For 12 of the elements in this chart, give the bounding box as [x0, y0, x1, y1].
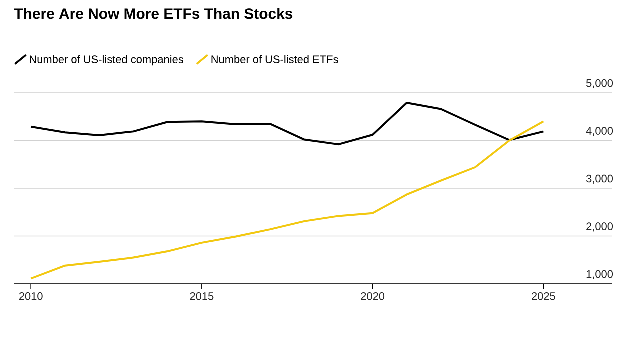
x-tick-label: 2020 [361, 292, 385, 300]
y-tick-label: 3,000 [586, 174, 614, 184]
legend-label: Number of US-listed companies [30, 55, 184, 66]
chart-title: There Are Now More ETFs Than Stocks [14, 8, 293, 20]
x-tick-label: 2025 [532, 292, 556, 300]
y-tick-label: 4,000 [586, 127, 614, 136]
y-tick-label: 5,000 [586, 79, 614, 88]
x-tick-label: 2015 [190, 292, 214, 300]
y-tick-label: 2,000 [586, 222, 614, 232]
legend-label: Number of US-listed ETFs [212, 55, 338, 64]
y-tick-label: 1,000 [586, 270, 614, 280]
x-tick-label: 2010 [19, 292, 43, 300]
